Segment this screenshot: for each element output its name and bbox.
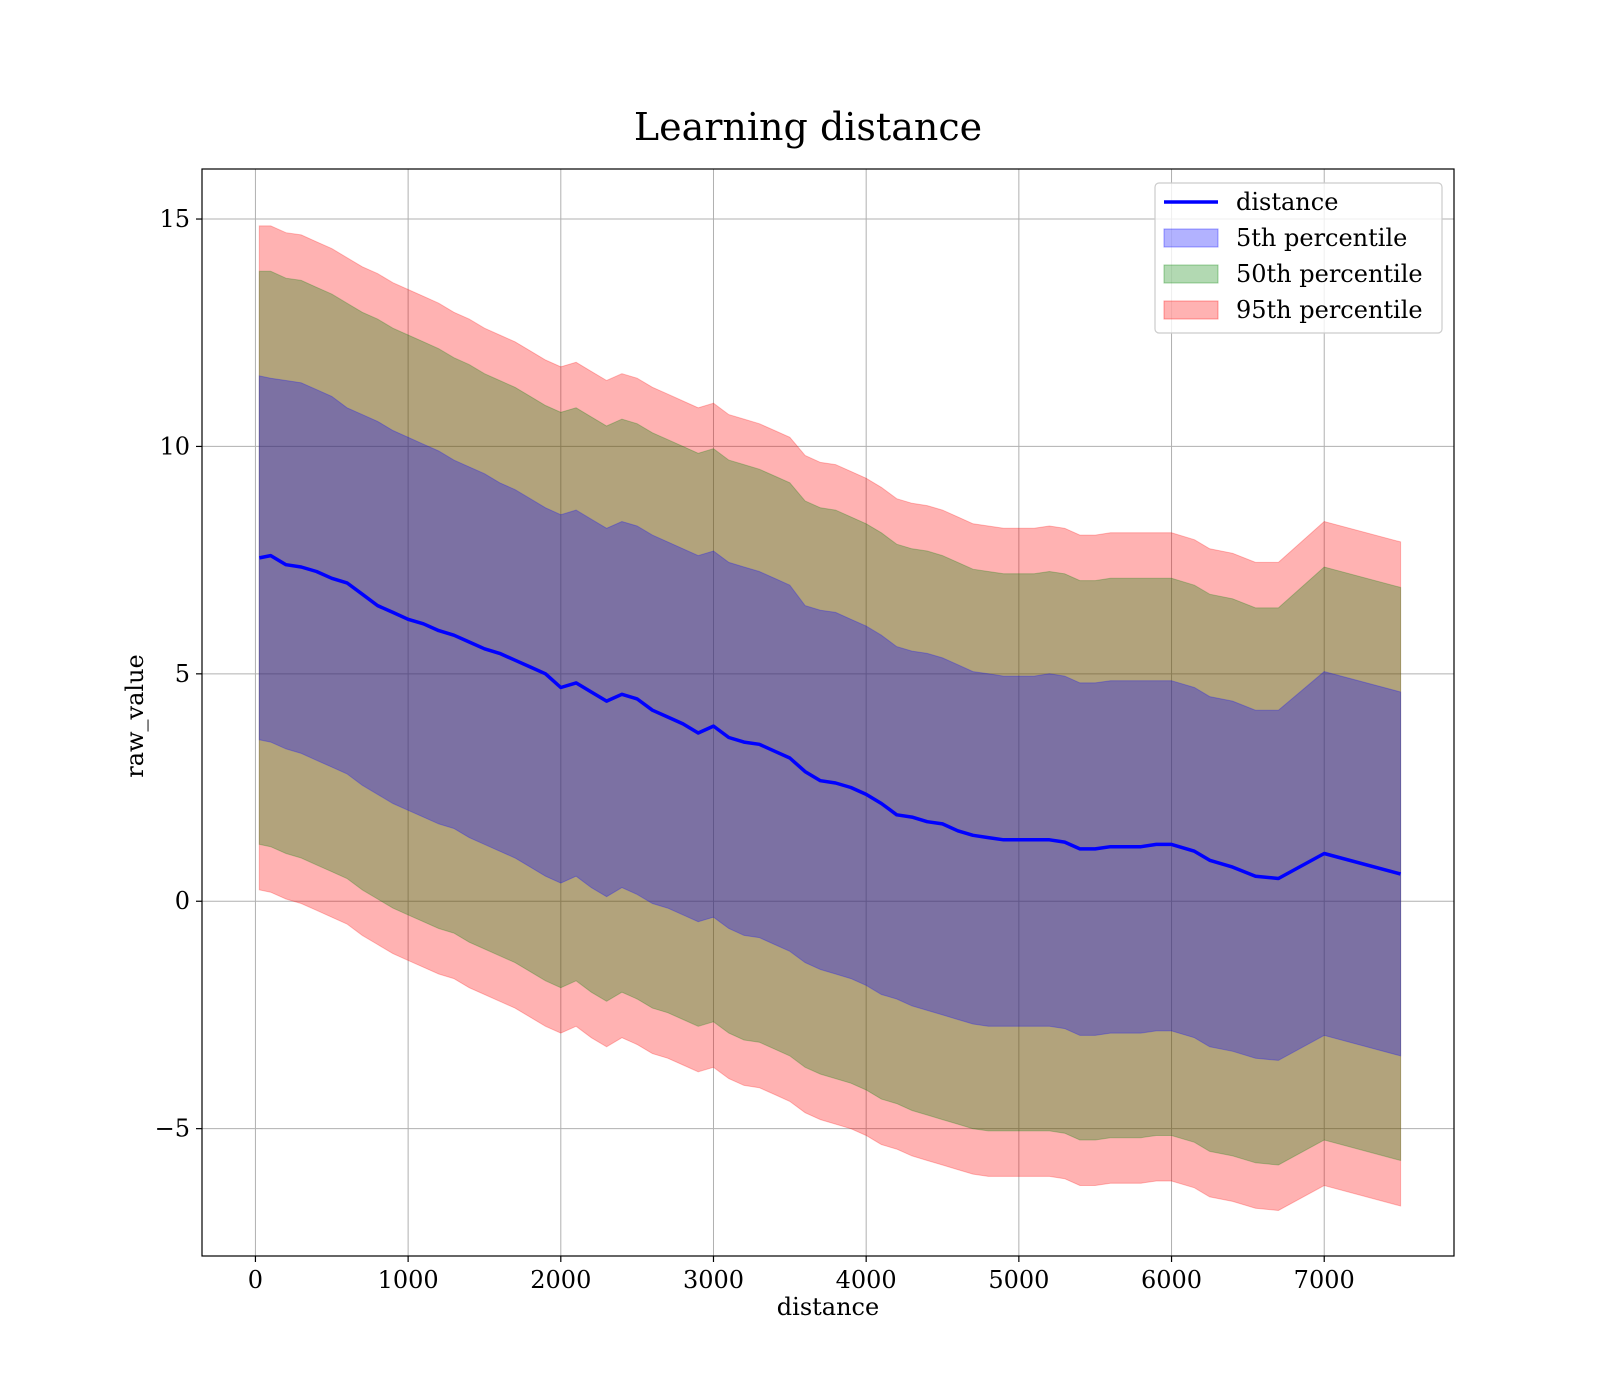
- y-axis-label: raw_value: [121, 654, 149, 778]
- x-tick-label-0: 0: [248, 1266, 263, 1294]
- plot-area-frame: [201, 168, 1455, 1257]
- y-tick-label-2: 5: [175, 660, 190, 688]
- x-tick-label-6: 6000: [1141, 1266, 1202, 1294]
- legend-swatch-5th-percentile: [1163, 228, 1219, 248]
- x-tick-label-7: 7000: [1294, 1266, 1355, 1294]
- x-tick-label-4: 4000: [836, 1266, 897, 1294]
- legend-swatch-95th-percentile: [1163, 300, 1219, 320]
- y-axis-ticks: −5 0 5 10 15: [155, 205, 202, 1143]
- x-tick-label-2: 2000: [530, 1266, 591, 1294]
- band-50th-percentile: [258, 270, 1402, 1166]
- legend-label-5th-percentile: 5th percentile: [1236, 224, 1407, 252]
- x-axis-label: distance: [777, 1293, 879, 1321]
- legend-label-95th-percentile: 95th percentile: [1236, 296, 1423, 324]
- band-95th-percentile: [258, 225, 1402, 1212]
- band-5th-percentile: [258, 375, 1402, 1061]
- chart-title: Learning distance: [634, 105, 982, 149]
- distance-line-layer: [258, 553, 1402, 881]
- x-tick-label-3: 3000: [683, 1266, 744, 1294]
- y-tick-label-1: 0: [175, 887, 190, 915]
- chart-legend: distance 5th percentile 50th percentile …: [1154, 182, 1443, 334]
- x-tick-label-1: 1000: [378, 1266, 439, 1294]
- y-tick-label-3: 10: [159, 432, 190, 460]
- legend-label-50th-percentile: 50th percentile: [1236, 260, 1423, 288]
- percentile-bands: [258, 225, 1402, 1212]
- series-line-distance: [258, 553, 1402, 881]
- y-tick-label-4: 15: [159, 205, 190, 233]
- y-tick-label-0: −5: [155, 1115, 190, 1143]
- legend-label-distance: distance: [1236, 188, 1338, 216]
- x-tick-label-5: 5000: [988, 1266, 1049, 1294]
- x-axis-ticks: 0 1000 2000 3000 4000 5000 6000 7000: [248, 1256, 1355, 1294]
- legend-swatch-50th-percentile: [1163, 264, 1219, 284]
- legend-frame: [1154, 182, 1443, 334]
